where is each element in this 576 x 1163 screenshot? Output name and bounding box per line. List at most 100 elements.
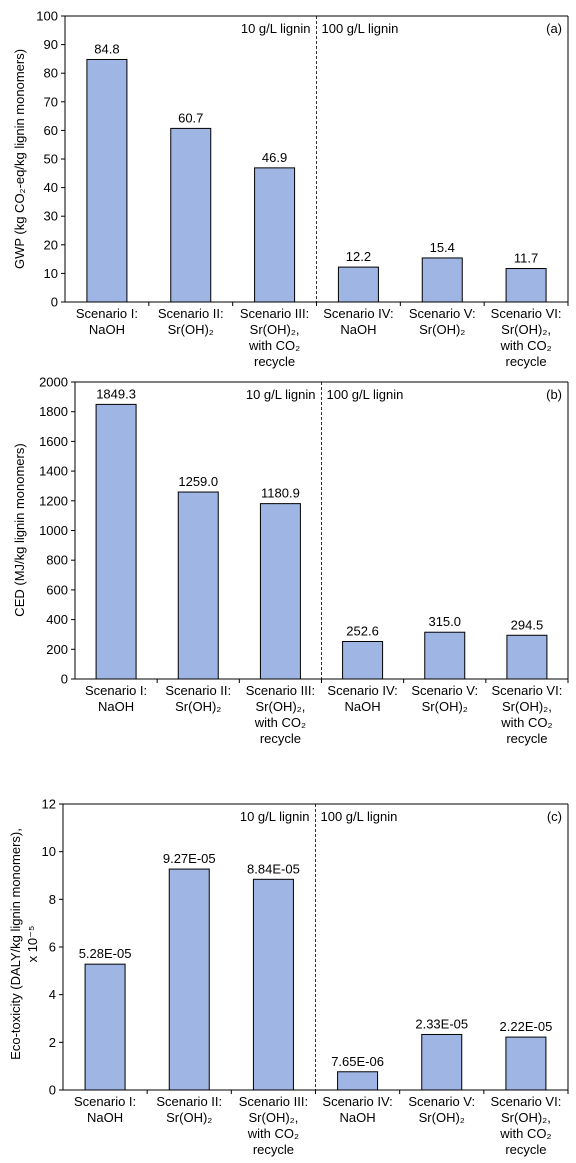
x-tick-label: Scenario VI: <box>492 683 563 698</box>
annotation-100gL: 100 g/L lignin <box>327 387 404 402</box>
data-label: 15.4 <box>430 240 455 255</box>
x-tick-label: Scenario IV: <box>327 683 397 698</box>
data-label: 46.9 <box>262 150 287 165</box>
x-tick-label: Scenario V: <box>409 306 476 321</box>
data-label: 1180.9 <box>261 486 300 501</box>
x-tick-label: with CO₂ <box>254 715 306 730</box>
x-tick-label: Scenario III: <box>240 306 309 321</box>
annotation-100gL: 100 g/L lignin <box>322 21 399 36</box>
x-tick-label: Scenario IV: <box>322 1094 392 1109</box>
y-tick-label: 8 <box>49 892 56 907</box>
x-tick-label: Sr(OH)₂, <box>250 322 300 337</box>
data-label: 2.22E-05 <box>500 1019 553 1034</box>
chart-panel-1: 0 10 20 30 40 50 60 70 80 90 100 GWP (kg CO₂-eq/kg … <box>12 9 568 370</box>
x-tick-label: recycle <box>260 731 301 746</box>
y-tick-label: 1600 <box>39 434 68 449</box>
x-tick-label: with CO₂ <box>499 1126 551 1141</box>
x-tick-label: Scenario VI: <box>491 306 562 321</box>
x-tick-label: NaOH <box>98 699 134 714</box>
data-label: 315.0 <box>428 614 461 629</box>
x-tick-label: NaOH <box>89 322 125 337</box>
y-tick-label: 0 <box>49 1083 56 1098</box>
y-axis-title: GWP (kg CO₂-eq/kg lignin monomers) <box>12 49 27 269</box>
panel-label: (a) <box>546 21 562 36</box>
x-tick-label: Sr(OH)₂ <box>166 1110 212 1125</box>
y-tick-label: 6 <box>49 940 56 955</box>
y-tick-label: 12 <box>42 797 56 812</box>
y-tick-label: 4 <box>49 987 56 1002</box>
x-tick-label: Scenario II: <box>158 306 224 321</box>
x-tick-label: Scenario I: <box>76 306 138 321</box>
x-tick-label: recycle <box>505 354 546 369</box>
bar <box>178 492 218 679</box>
data-label: 252.6 <box>346 623 379 638</box>
x-tick-label: Scenario III: <box>239 1094 308 1109</box>
data-label: 2.33E-05 <box>415 1016 468 1031</box>
x-tick-label: with CO₂ <box>500 715 552 730</box>
bar <box>422 258 462 302</box>
bar <box>506 1037 546 1090</box>
y-tick-label: 1000 <box>39 523 68 538</box>
data-label: 5.28E-05 <box>79 946 132 961</box>
bar <box>171 128 211 302</box>
y-tick-label: 1200 <box>39 493 68 508</box>
panel-label: (b) <box>546 387 562 402</box>
x-tick-label: NaOH <box>340 1110 376 1125</box>
bar <box>506 269 546 302</box>
x-tick-label: Scenario I: <box>85 683 147 698</box>
y-tick-label: 90 <box>44 37 58 52</box>
x-tick-label: Sr(OH)₂ <box>422 699 468 714</box>
x-tick-label: with CO₂ <box>499 338 551 353</box>
bar <box>338 1072 378 1090</box>
x-tick-label: Scenario V: <box>411 683 478 698</box>
data-label: 1849.3 <box>96 386 136 401</box>
data-label: 84.8 <box>94 41 119 56</box>
y-tick-label: 2 <box>49 1035 56 1050</box>
y-tick-label: 600 <box>46 582 68 597</box>
x-tick-label: NaOH <box>87 1110 123 1125</box>
data-label: 12.2 <box>346 249 371 264</box>
y-tick-label: 0 <box>61 672 68 687</box>
x-tick-label: Sr(OH)₂, <box>501 1110 551 1125</box>
data-label: 294.5 <box>511 617 544 632</box>
y-axis-title: CED (MJ/kg lignin monomers) <box>12 443 27 616</box>
x-tick-label: Scenario III: <box>246 683 315 698</box>
annotation-10gL: 10 g/L lignin <box>240 809 310 824</box>
y-tick-label: 400 <box>46 612 68 627</box>
x-tick-label: Sr(OH)₂ <box>175 699 221 714</box>
x-tick-label: NaOH <box>340 322 376 337</box>
y-tick-label: 1800 <box>39 404 68 419</box>
y-tick-label: 100 <box>36 9 58 24</box>
x-tick-label: recycle <box>505 1142 546 1157</box>
data-label: 1259.0 <box>178 474 218 489</box>
data-label: 60.7 <box>178 110 203 125</box>
y-tick-label: 40 <box>44 180 58 195</box>
y-axis-title: x 10⁻⁵ <box>25 926 40 963</box>
bar <box>87 59 127 302</box>
x-tick-label: Scenario II: <box>156 1094 222 1109</box>
x-tick-label: recycle <box>254 354 295 369</box>
bar <box>422 1034 462 1090</box>
y-tick-label: 1400 <box>39 464 68 479</box>
y-axis-title: Eco-toxicity (DALY/kg lignin monomers), <box>8 828 23 1060</box>
y-tick-label: 800 <box>46 553 68 568</box>
y-tick-label: 10 <box>42 844 56 859</box>
y-tick-label: 30 <box>44 209 58 224</box>
data-label: 9.27E-05 <box>163 851 216 866</box>
x-tick-label: recycle <box>506 731 547 746</box>
bar <box>425 632 465 679</box>
x-tick-label: NaOH <box>345 699 381 714</box>
x-tick-label: Sr(OH)₂ <box>168 322 214 337</box>
x-tick-label: Sr(OH)₂ <box>419 322 465 337</box>
y-tick-label: 80 <box>44 66 58 81</box>
y-tick-label: 50 <box>44 152 58 167</box>
annotation-10gL: 10 g/L lignin <box>246 387 316 402</box>
x-tick-label: Scenario V: <box>408 1094 475 1109</box>
bar <box>338 267 378 302</box>
data-label: 8.84E-05 <box>247 861 300 876</box>
x-tick-label: Sr(OH)₂, <box>249 1110 299 1125</box>
panel-label: (c) <box>547 809 562 824</box>
annotation-100gL: 100 g/L lignin <box>321 809 398 824</box>
x-tick-label: Scenario II: <box>165 683 231 698</box>
x-tick-label: recycle <box>253 1142 294 1157</box>
